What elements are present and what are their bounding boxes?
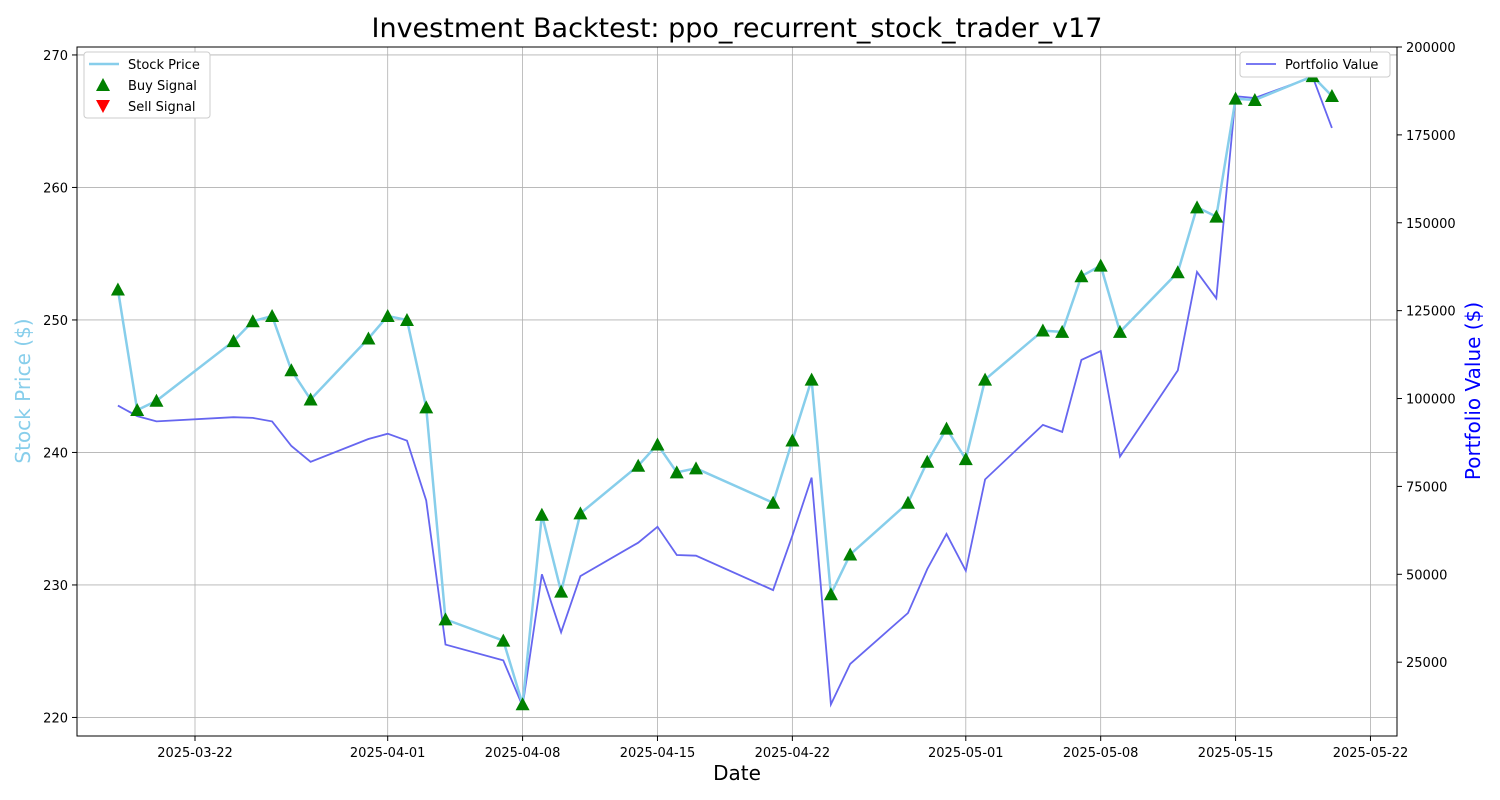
- buy-signal-marker: [978, 372, 993, 386]
- buy-signal-marker: [1112, 324, 1127, 338]
- x-tick-label: 2025-05-22: [1333, 746, 1409, 761]
- y-axis-left-title: Stock Price ($): [11, 318, 35, 463]
- buy-signal-marker: [843, 547, 858, 561]
- y-right-tick-label: 150000: [1406, 217, 1456, 232]
- buy-signal-marker: [804, 372, 819, 386]
- y-left-tick-label: 270: [43, 49, 68, 64]
- y-right-tick-label: 75000: [1406, 480, 1447, 495]
- y-right-tick-label: 125000: [1406, 305, 1456, 320]
- buy-signal-marker: [1190, 200, 1205, 214]
- x-axis-title: Date: [713, 761, 761, 785]
- x-tick-label: 2025-04-22: [755, 746, 831, 761]
- buy-signal-marker: [650, 437, 665, 451]
- buy-signal-marker: [110, 282, 125, 296]
- stock-price-line: [116, 74, 1333, 705]
- y-left-tick-label: 220: [43, 711, 68, 726]
- portfolio-layer: [117, 75, 1333, 710]
- buy-signal-marker: [958, 452, 973, 466]
- x-tick-label: 2025-04-01: [350, 746, 426, 761]
- legend-right-box: [1239, 51, 1391, 78]
- x-tick-label: 2025-05-15: [1198, 746, 1274, 761]
- buy-signal-marker: [1324, 89, 1339, 103]
- buy-signal-marker: [303, 392, 318, 406]
- buy-signal-marker: [515, 697, 530, 711]
- y-right-tick-label: 200000: [1406, 41, 1456, 56]
- buy-signal-marker: [573, 506, 588, 520]
- buy-signal-marker: [265, 308, 280, 322]
- buy-signal-marker: [554, 584, 569, 598]
- y-right-tick-label: 100000: [1406, 393, 1456, 408]
- buy-signal-marker: [1209, 209, 1224, 223]
- signal-layer: [110, 69, 1339, 711]
- buy-signal-marker: [1055, 324, 1070, 338]
- x-tick-label: 2025-05-01: [928, 746, 1004, 761]
- buy-signal-marker: [1074, 269, 1089, 283]
- chart-title: Investment Backtest: ppo_recurrent_stock…: [372, 13, 1103, 44]
- y-right-tick-label: 175000: [1406, 129, 1456, 144]
- y-left-tick-label: 250: [43, 314, 68, 329]
- buy-signal-marker: [920, 454, 935, 468]
- grid-layer: [77, 47, 1397, 736]
- portfolio-value-line: [117, 75, 1333, 710]
- y-right-tick-label: 50000: [1406, 568, 1447, 583]
- x-tick-label: 2025-03-22: [157, 746, 233, 761]
- buy-signal-marker: [1170, 265, 1185, 279]
- buy-signal-marker: [226, 334, 241, 348]
- x-tick-label: 2025-05-08: [1063, 746, 1139, 761]
- buy-signal-marker: [785, 433, 800, 447]
- buy-signal-marker: [1035, 323, 1050, 337]
- legend-portfolio-label: Portfolio Value: [1285, 58, 1378, 73]
- y-axis-right-title: Portfolio Value ($): [1461, 302, 1485, 480]
- buy-signal-marker: [1228, 91, 1243, 105]
- legend-sell-label: Sell Signal: [128, 100, 196, 115]
- buy-signal-marker: [496, 633, 511, 647]
- axis-layer: 2025-03-22 2025-04-01 2025-04-08 2025-04-15…: [43, 41, 1455, 761]
- buy-signal-marker: [419, 400, 434, 414]
- legend-left-box: [83, 51, 211, 119]
- buy-signal-marker: [766, 495, 781, 509]
- buy-signal-marker: [438, 612, 453, 626]
- buy-signal-marker: [900, 495, 915, 509]
- buy-signal-marker: [534, 507, 549, 521]
- buy-signal-marker: [380, 308, 395, 322]
- buy-signal-marker: [245, 314, 260, 328]
- legend-right: Portfolio Value: [1239, 51, 1391, 78]
- legend-left: Stock Price Buy Signal Sell Signal: [83, 51, 211, 119]
- buy-signal-marker: [1247, 93, 1262, 106]
- buy-signal-marker: [669, 465, 684, 479]
- y-left-tick-label: 260: [43, 181, 68, 196]
- buy-signal-marker: [149, 393, 164, 407]
- buy-signal-marker: [1093, 258, 1108, 272]
- x-tick-label: 2025-04-15: [620, 746, 696, 761]
- plot-frame: [76, 46, 1398, 737]
- y-left-tick-label: 240: [43, 446, 68, 461]
- legend-stock-price-label: Stock Price: [128, 58, 200, 73]
- y-left-tick-label: 230: [43, 579, 68, 594]
- y-right-tick-label: 25000: [1406, 656, 1447, 671]
- price-layer: [116, 74, 1333, 705]
- buy-signal-marker: [130, 403, 145, 417]
- buy-signal-marker: [689, 461, 704, 475]
- legend-buy-marker: [96, 78, 110, 91]
- buy-signal-marker: [361, 331, 376, 345]
- legend-sell-marker: [96, 100, 110, 113]
- x-tick-label: 2025-04-08: [485, 746, 561, 761]
- buy-signal-marker: [399, 312, 414, 326]
- buy-signal-marker: [823, 587, 838, 601]
- buy-signal-marker: [939, 421, 954, 435]
- legend-buy-label: Buy Signal: [128, 79, 197, 94]
- buy-signal-marker: [284, 363, 299, 377]
- buy-signal-marker: [631, 458, 646, 472]
